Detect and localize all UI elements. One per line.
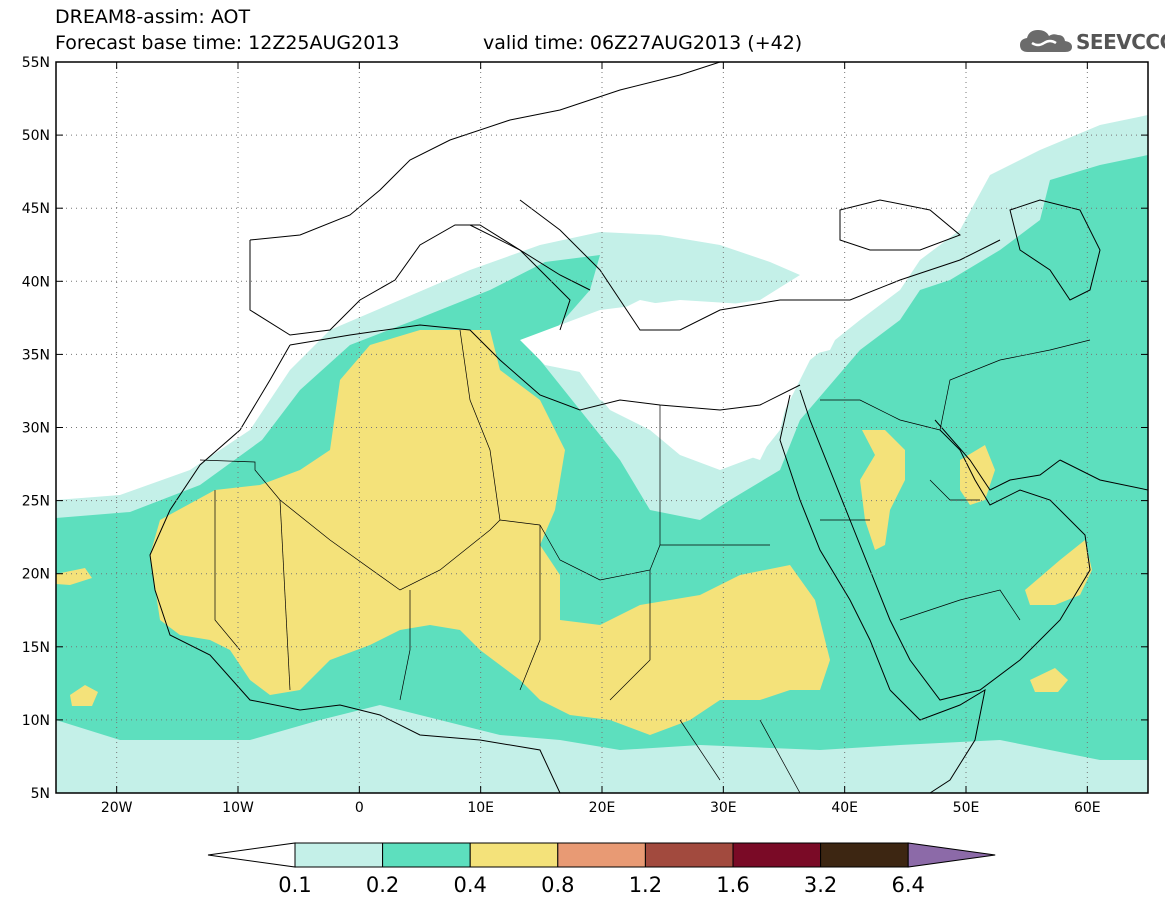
- aot-zone-0.4-0.8-oman: [1025, 540, 1092, 605]
- colorbar-label: 0.4: [453, 873, 486, 897]
- colorbar-label: 3.2: [804, 873, 837, 897]
- lon-tick-label: 40E: [831, 800, 858, 816]
- valid-time: valid time: 06Z27AUG2013 (+42): [483, 32, 803, 54]
- lat-tick-label: 55N: [22, 55, 50, 71]
- coastline-west-africa: [149, 344, 561, 793]
- colorbar-box: [644, 842, 734, 868]
- colorbar-label: 1.6: [716, 873, 749, 897]
- colorbar: 0.1 0.2 0.4 0.8 1.2 1.6 3.2 6.4: [207, 842, 996, 897]
- lon-tick-label: 0: [355, 800, 364, 816]
- lon-tick-label: 60E: [1074, 800, 1101, 816]
- coastline-red-sea: [779, 394, 891, 691]
- coastline-north-africa: [289, 324, 801, 411]
- colorbar-box: [732, 842, 822, 868]
- coastline-italy: [469, 224, 571, 331]
- aot-zone-0.4-0.8-sahara: [150, 330, 830, 735]
- map-title: DREAM8-assim: AOT: [55, 6, 251, 28]
- country-borders: [199, 329, 1091, 793]
- gridlines: [56, 61, 1148, 794]
- colorbar-box: [294, 842, 384, 868]
- lat-tick-label: 30N: [22, 421, 50, 437]
- cloud-logo-icon: [1020, 30, 1072, 52]
- lon-tick-label: 50E: [953, 800, 980, 816]
- coastline-caspian: [1009, 199, 1101, 301]
- aot-zone-0.4-0.8-atlantic: [70, 685, 98, 706]
- colorbar-box: [557, 842, 646, 868]
- logo-text: SEEVCCC: [1076, 30, 1165, 54]
- lat-tick-label: 25N: [22, 494, 50, 510]
- lon-tick-label: 10W: [222, 800, 254, 816]
- forecast-base-time: Forecast base time: 12Z25AUG2013: [55, 32, 400, 54]
- lon-tick-label: 20E: [589, 800, 616, 816]
- colorbar-label: 0.8: [541, 873, 574, 897]
- colorbar-under-triangle: [207, 842, 296, 868]
- colorbar-label: 0.2: [366, 873, 399, 897]
- lat-tick-label: 5N: [31, 786, 50, 802]
- coastline-iran: [1059, 459, 1148, 491]
- lon-tick-label: 10E: [467, 800, 494, 816]
- coastline-black-sea: [839, 199, 961, 251]
- colorbar-box: [469, 842, 559, 868]
- aot-zone-0.4-0.8-arabia: [860, 430, 905, 550]
- lat-tick-label: 20N: [22, 567, 50, 583]
- aot-zone-below-0.1-libya: [590, 365, 790, 470]
- lon-tick-label: 20W: [101, 800, 133, 816]
- aot-zone-0.4-0.8-guinea: [56, 568, 92, 585]
- colorbar-box: [820, 842, 909, 868]
- aot-zone-0.4-0.8-gulf: [960, 445, 995, 505]
- coastline-horn-africa: [889, 688, 986, 793]
- coastline-iberia: [249, 224, 591, 336]
- coastline-balkans: [519, 199, 1001, 331]
- aot-zone-below-0.1-med: [520, 300, 840, 372]
- aot-zone-0.4-0.8-yemen: [1030, 668, 1068, 692]
- coastline-persian-gulf: [934, 419, 1061, 491]
- colorbar-label: 1.2: [629, 873, 662, 897]
- colorbar-label: 6.4: [891, 873, 924, 897]
- colorbar-over-triangle: [907, 842, 996, 868]
- map-axes: 5N 10N 15N 20N 25N 30N 35N 40N 45N 50N 55N 20W 10W 0 1…: [22, 55, 1148, 816]
- lat-tick-label: 35N: [22, 347, 50, 363]
- lon-tick-label: 30E: [710, 800, 737, 816]
- lat-tick-label: 45N: [22, 201, 50, 217]
- lat-tick-label: 15N: [22, 640, 50, 656]
- colorbar-label: 0.1: [278, 873, 311, 897]
- seevccc-logo: SEEVCCC: [1018, 26, 1165, 58]
- lat-tick-label: 50N: [22, 128, 50, 144]
- lat-tick-label: 40N: [22, 274, 50, 290]
- coastline-europe: [249, 62, 721, 241]
- lat-tick-label: 10N: [22, 713, 50, 729]
- colorbar-box: [382, 842, 471, 868]
